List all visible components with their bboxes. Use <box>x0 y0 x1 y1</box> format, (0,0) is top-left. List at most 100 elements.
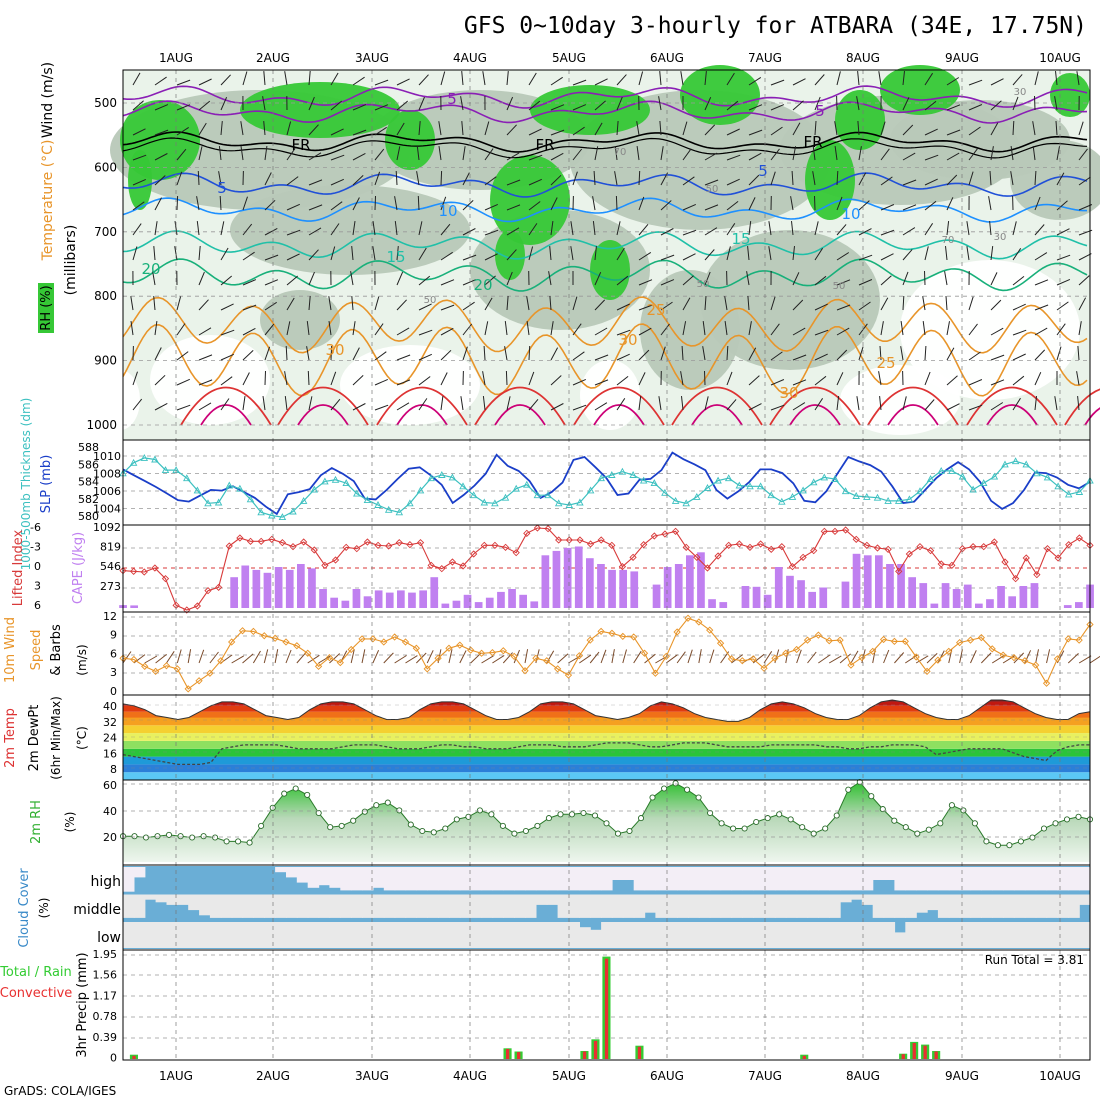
thickness-point <box>724 474 733 482</box>
wind-barb <box>264 301 277 311</box>
wind-barb <box>1056 254 1071 261</box>
date-label-top: 9AUG <box>945 51 979 65</box>
lifted-index-point <box>778 543 786 551</box>
wind-barb <box>946 174 958 186</box>
cape-tick-label: 273 <box>100 580 121 593</box>
wind-speed-point <box>630 633 638 641</box>
wind-speed-point <box>477 649 486 657</box>
cloud-clear-cell <box>383 922 396 948</box>
wind-barb-10m <box>242 653 254 664</box>
rh-point <box>545 815 552 822</box>
cape-bar <box>452 600 461 608</box>
contour-label: 5 <box>447 90 457 108</box>
lifted-index-point <box>278 539 287 547</box>
contour-label: 5 <box>758 162 768 180</box>
wind-barb <box>858 146 862 161</box>
wind-barb <box>504 346 508 361</box>
wind-barb <box>220 376 233 386</box>
lifted-index-point <box>246 537 255 545</box>
lifted-index-point <box>873 544 882 552</box>
cloud-clear-cell <box>351 894 363 918</box>
wind-barb <box>748 403 762 411</box>
thickness-point <box>629 471 637 478</box>
cloud-clear-cell <box>633 922 646 948</box>
wind-barb <box>770 148 780 161</box>
thickness-point <box>565 501 574 508</box>
rh-point <box>649 794 656 801</box>
wind-barb <box>704 152 718 161</box>
wind-barb <box>878 71 882 86</box>
wind-barb <box>462 279 477 286</box>
cape-bar <box>975 603 983 608</box>
cloud-clear-cell <box>481 867 494 891</box>
wind-barb <box>660 323 670 336</box>
wind-barb <box>572 378 587 386</box>
wind-barb <box>968 171 974 186</box>
lifted-index-point <box>385 542 393 550</box>
wind-barb <box>726 345 729 361</box>
wind-barb <box>440 251 453 261</box>
wind-barb-10m <box>915 655 929 664</box>
wind-barb <box>1034 396 1037 411</box>
lifted-index-point <box>1022 554 1030 562</box>
rh-point <box>994 842 1001 849</box>
wind-barb <box>196 221 200 236</box>
contour-label: 20 <box>141 260 160 278</box>
cloud-clear-cell <box>296 867 309 883</box>
wind-barb <box>352 104 367 111</box>
thickness-point <box>448 473 457 481</box>
wind-barb <box>968 351 981 361</box>
wind-barb <box>858 228 872 236</box>
wind-barb <box>900 321 904 336</box>
lifted-index-point <box>310 546 318 554</box>
wind-barb <box>946 77 960 86</box>
cloud-clear-cell <box>655 894 667 918</box>
rh-point <box>235 838 242 845</box>
cape-bar <box>875 555 883 608</box>
wind-barb <box>616 120 619 136</box>
precip-convective-bar <box>604 958 609 1059</box>
cloud-clear-cell <box>449 922 461 948</box>
wind-speed-point <box>401 638 410 646</box>
wind-barb-10m <box>731 654 743 664</box>
precip-tick-label: 0.39 <box>93 1031 118 1044</box>
wind-barb <box>154 347 162 361</box>
cloud-clear-cell <box>764 867 776 891</box>
wind-barb <box>878 371 882 386</box>
wind-barb-10m <box>676 651 686 664</box>
wind-barb <box>704 295 707 311</box>
wind-barb <box>174 246 178 261</box>
wind-barb <box>396 402 410 411</box>
wind-barb <box>242 350 254 361</box>
cloud-clear-cell <box>579 927 591 948</box>
wind-speed-point <box>1064 635 1072 643</box>
cloud-clear-cell <box>514 922 526 948</box>
wind-barb <box>1012 120 1015 136</box>
wind-barb-10m <box>546 650 555 664</box>
cloud-clear-cell <box>774 867 787 891</box>
lifted-index-point <box>374 541 382 549</box>
cloud-clear-cell <box>166 894 178 905</box>
isotherm-25 <box>122 296 1088 354</box>
cape-axis-label: CAPE (J/kg) <box>71 532 86 604</box>
wind-barb <box>220 353 235 361</box>
wind-barb <box>506 204 521 211</box>
cloud-clear-cell <box>264 922 276 948</box>
wind-speed-point <box>738 657 746 665</box>
wind-barb <box>374 323 384 336</box>
cape-tick-label: 819 <box>100 541 121 554</box>
wind-barb <box>792 299 804 311</box>
rh-green-region <box>490 155 570 245</box>
rh-point <box>591 812 599 819</box>
contour-label: 5 <box>815 102 825 120</box>
wind-barb <box>176 148 187 161</box>
wind-barb <box>638 251 652 261</box>
wind-barb <box>152 271 156 286</box>
cloud-clear-cell <box>307 867 320 888</box>
wind-barb <box>176 323 186 336</box>
thickness-point <box>183 474 191 482</box>
rh-axis-label: RH (%) <box>39 285 54 330</box>
wind-barb-10m <box>665 654 678 664</box>
wind-barb <box>154 175 166 186</box>
